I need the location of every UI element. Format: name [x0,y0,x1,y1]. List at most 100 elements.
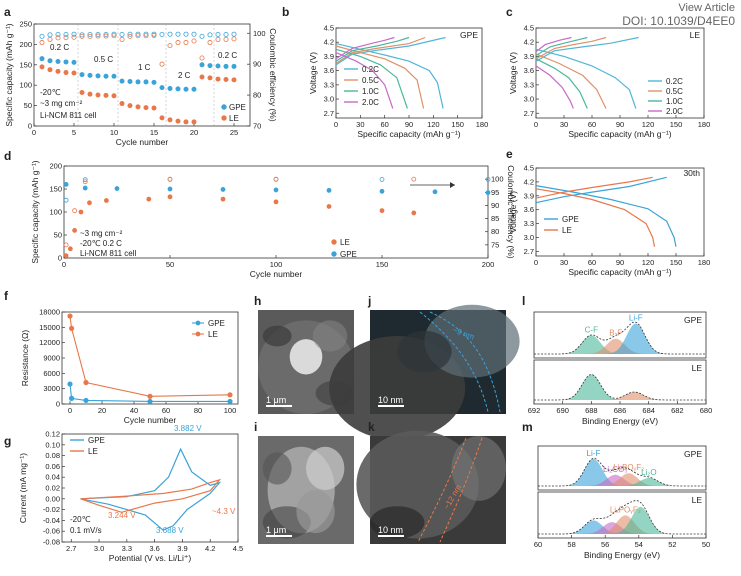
y-tick-label: 2.7 [524,109,534,118]
x-tick-label: 52 [668,540,676,549]
data-point [223,32,229,38]
header-links: View Article DOI: 10.1039/D4EE0 [622,2,735,28]
data-point [215,36,221,42]
data-point [207,40,213,46]
y-tick-label: 0 [28,122,32,131]
legend-label: 2.0C [666,107,683,116]
data-point [175,86,181,92]
discharge-curve [535,188,656,247]
y-axis-label: Voltage (V) [508,191,518,233]
panel-label-c: c [506,5,513,19]
y-tick-label: 3.3 [324,80,334,89]
xps-peak [538,458,706,486]
y-tick-label: 3.6 [324,66,334,75]
data-point [47,36,53,42]
data-point [146,196,152,202]
data-point [175,40,181,46]
chart-title: LE [690,30,701,40]
data-point [67,246,73,252]
charge-curve [535,36,588,57]
data-point [273,176,279,182]
rate-annotation: 0.2 C [218,51,237,60]
micrograph-feature [296,490,335,534]
y-tick-label: 2.7 [524,247,534,256]
data-point [151,32,157,38]
y-tick-label: 15000 [39,323,60,332]
data-point [104,198,109,203]
data-point [83,379,89,386]
data-point [191,86,197,92]
cv-curve [80,478,222,513]
x-tick-label: 25 [230,128,238,137]
condition-annotation: -20℃ [40,88,61,97]
y-tick-label: 6000 [43,369,60,378]
data-point [71,34,77,40]
data-point [39,33,45,39]
legend-label: 1.0C [666,97,683,106]
data-point [191,31,197,37]
y2-tick-label: 80 [253,91,261,100]
data-point [79,32,85,38]
discharge-curve [335,52,394,109]
y-tick-label: 4.2 [524,177,534,186]
legend-label: 0.2C [666,77,683,86]
micrograph-feature [262,325,292,347]
y-tick-label: 50 [54,231,62,240]
data-point [151,79,157,85]
data-point [55,68,61,74]
x-tick-label: 60 [380,120,388,129]
data-point [379,177,385,182]
data-point [175,31,181,37]
x-axis-label: Binding Energy (eV) [582,416,658,426]
legend-label: 0.5C [666,87,683,96]
y-tick-label: 18000 [39,308,60,317]
y2-tick-label: 70 [253,122,261,131]
data-point [135,33,141,39]
data-point [127,79,133,85]
data-point [55,59,61,65]
x-tick-label: 56 [601,540,609,549]
data-point [119,32,125,38]
peak-label: LiₓPOᵧF₂ [610,505,641,514]
panel-label-f: f [4,289,9,303]
y2-tick-label: 80 [491,227,499,236]
data-point [159,61,165,67]
data-point [207,75,213,81]
x-tick-label: 20 [190,128,198,137]
y-tick-label: 3.9 [524,52,534,61]
data-point [485,190,491,196]
data-point [47,67,53,73]
plot-frame [33,23,251,127]
data-point [63,181,69,187]
peak-label: C-F [585,325,598,334]
data-point [71,59,77,65]
panel-label-h: h [254,294,261,308]
y-tick-label: 4.5 [524,24,534,33]
condition-annotation: Li-NCM 811 cell [40,111,97,120]
y2-axis-label: Coulombic efficiency (%) [506,165,516,259]
data-point [167,176,173,182]
subpanel-label: GPE [684,449,702,459]
data-point [167,85,173,91]
x-tick-label: 30 [356,120,364,129]
data-point [63,59,69,65]
legend-label: LE [562,226,572,235]
micrograph-feature [397,330,452,373]
data-point [207,63,213,69]
x-tick-label: 2.7 [66,544,76,553]
view-article-link[interactable]: View Article [678,2,735,14]
x-axis-label: Specific capacity (mAh g⁻¹) [357,129,460,139]
x-tick-label: 58 [567,540,575,549]
chart-title: GPE [460,30,478,40]
xps-frame [533,311,707,359]
cv-curve [80,447,222,531]
data-point [167,43,173,49]
y-tick-label: 0.02 [45,484,60,493]
data-point [39,64,45,70]
x-axis-label: Specific capacity (mAh g⁻¹) [568,129,671,139]
x-tick-label: 50 [166,260,174,269]
xps-peak [534,323,706,354]
peak-annotation: ~4.3 V [212,507,236,516]
data-point [63,32,69,38]
